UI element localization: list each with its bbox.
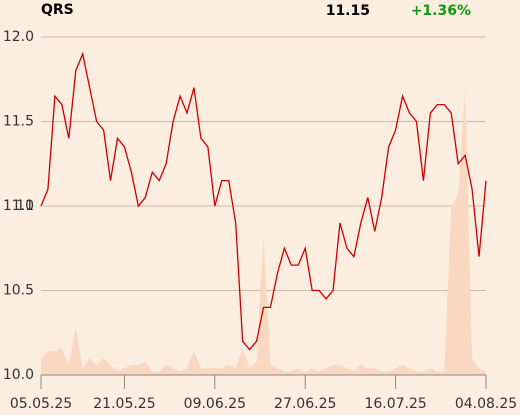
y-tick-label: 10.0 (3, 367, 34, 383)
x-tick-label: 04.08.25 (455, 396, 517, 412)
y-tick-label: 11.0 (3, 198, 34, 214)
x-tick-label: 27.06.25 (274, 396, 336, 412)
y-tick-label: 11.5 (3, 114, 34, 130)
last-price: 11.15 (326, 3, 370, 19)
x-tick-label: 09.06.25 (184, 396, 246, 412)
x-tick-label: 21.05.25 (93, 396, 155, 412)
x-tick-label: 16.07.25 (364, 396, 426, 412)
y-tick-label: 12.0 (3, 29, 34, 45)
x-tick-label: 05.05.25 (10, 396, 72, 412)
volume-area (41, 87, 486, 375)
price-line (40, 51, 487, 351)
y-tick-label: 11 (16, 198, 34, 214)
y-tick-label: 10.5 (3, 283, 34, 299)
price-change: +1.36% (411, 3, 471, 19)
chart-title: QRS (41, 2, 74, 18)
